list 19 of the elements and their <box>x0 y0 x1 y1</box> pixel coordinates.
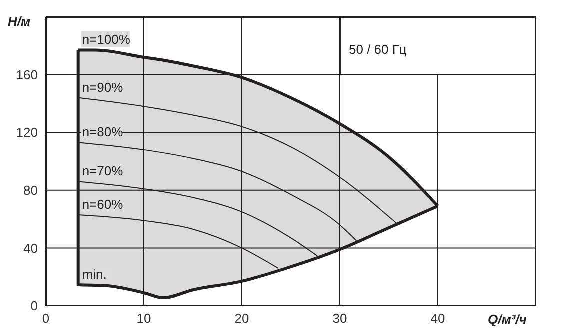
y-axis-title: H/м <box>8 14 31 29</box>
caption-box: 50 / 60 Гц <box>340 17 536 75</box>
x-tick-label: 20 <box>234 311 250 326</box>
series-label: min. <box>82 267 107 282</box>
series-label: n=60% <box>82 196 124 212</box>
x-tick-label: 0 <box>42 311 50 326</box>
x-axis-title: Q/м³/ч <box>488 312 527 327</box>
y-tick-label: 80 <box>24 183 38 198</box>
x-tick-label: 10 <box>136 311 152 326</box>
series-label: n=80% <box>82 124 124 140</box>
y-tick-label: 160 <box>16 67 38 82</box>
y-tick-label: 120 <box>16 125 38 140</box>
y-tick-label: 40 <box>24 240 38 256</box>
series-label: n=100% <box>82 32 131 48</box>
y-tick-label: 0 <box>30 298 38 314</box>
x-tick-label: 40 <box>430 311 446 326</box>
series-label: n=70% <box>82 164 124 179</box>
x-tick-label: 30 <box>332 311 348 326</box>
series-label: n=90% <box>82 80 124 95</box>
